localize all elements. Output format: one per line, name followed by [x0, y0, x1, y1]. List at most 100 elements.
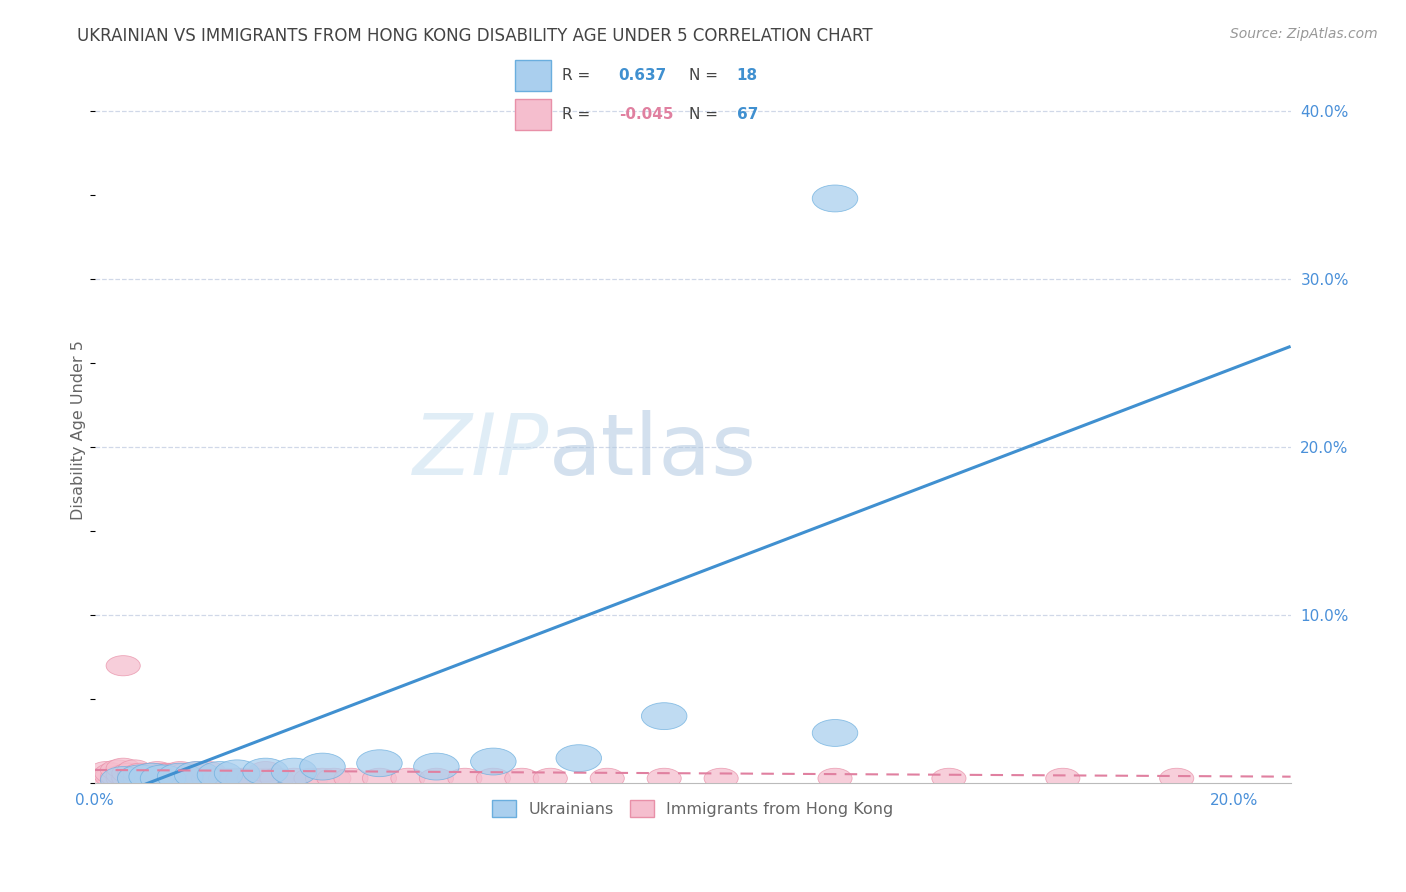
Ellipse shape: [118, 765, 152, 785]
Ellipse shape: [932, 768, 966, 789]
Ellipse shape: [647, 768, 682, 789]
Ellipse shape: [533, 768, 568, 789]
Ellipse shape: [477, 768, 510, 789]
Ellipse shape: [124, 768, 157, 789]
Ellipse shape: [591, 768, 624, 789]
Ellipse shape: [112, 764, 146, 783]
Legend: Ukrainians, Immigrants from Hong Kong: Ukrainians, Immigrants from Hong Kong: [484, 792, 901, 825]
Text: 18: 18: [737, 68, 758, 83]
Ellipse shape: [818, 768, 852, 789]
Text: atlas: atlas: [550, 410, 758, 493]
Ellipse shape: [226, 768, 260, 789]
Ellipse shape: [419, 768, 454, 789]
Ellipse shape: [135, 768, 169, 789]
Ellipse shape: [191, 768, 226, 789]
Text: -0.045: -0.045: [619, 107, 673, 122]
Ellipse shape: [249, 762, 283, 781]
Ellipse shape: [100, 760, 135, 780]
Ellipse shape: [105, 758, 141, 779]
Ellipse shape: [169, 768, 202, 789]
Ellipse shape: [471, 748, 516, 775]
Ellipse shape: [219, 768, 254, 789]
Ellipse shape: [413, 753, 460, 780]
Ellipse shape: [277, 768, 311, 789]
Ellipse shape: [124, 764, 157, 783]
Ellipse shape: [152, 764, 186, 783]
Ellipse shape: [299, 753, 346, 780]
Ellipse shape: [180, 768, 214, 789]
Ellipse shape: [118, 765, 163, 792]
Ellipse shape: [214, 760, 260, 787]
Ellipse shape: [305, 768, 340, 789]
Text: 0.637: 0.637: [619, 68, 666, 83]
Ellipse shape: [505, 768, 538, 789]
Ellipse shape: [243, 758, 288, 785]
Ellipse shape: [129, 768, 163, 789]
Ellipse shape: [180, 762, 214, 781]
Ellipse shape: [316, 768, 352, 789]
Ellipse shape: [363, 768, 396, 789]
Ellipse shape: [129, 765, 163, 785]
Ellipse shape: [129, 764, 174, 790]
Text: ZIP: ZIP: [413, 410, 550, 493]
Text: N =: N =: [689, 68, 718, 83]
Ellipse shape: [555, 745, 602, 772]
Ellipse shape: [105, 765, 141, 785]
Ellipse shape: [202, 768, 238, 789]
Ellipse shape: [89, 766, 124, 787]
Ellipse shape: [813, 720, 858, 747]
Ellipse shape: [197, 768, 232, 789]
Ellipse shape: [186, 768, 219, 789]
Ellipse shape: [191, 762, 226, 781]
Ellipse shape: [333, 768, 368, 789]
Text: N =: N =: [689, 107, 718, 122]
Ellipse shape: [238, 768, 271, 789]
Ellipse shape: [146, 764, 180, 783]
Ellipse shape: [294, 768, 328, 789]
Ellipse shape: [249, 768, 283, 789]
Ellipse shape: [141, 762, 174, 781]
Y-axis label: Disability Age Under 5: Disability Age Under 5: [72, 341, 86, 520]
Ellipse shape: [357, 750, 402, 777]
Ellipse shape: [174, 768, 208, 789]
Ellipse shape: [89, 762, 124, 781]
Ellipse shape: [105, 656, 141, 676]
Ellipse shape: [271, 758, 316, 785]
Ellipse shape: [105, 768, 141, 789]
Ellipse shape: [118, 760, 152, 780]
Ellipse shape: [447, 768, 482, 789]
Ellipse shape: [94, 766, 129, 787]
Ellipse shape: [163, 768, 197, 789]
Ellipse shape: [135, 764, 169, 783]
Text: Source: ZipAtlas.com: Source: ZipAtlas.com: [1230, 27, 1378, 41]
Ellipse shape: [1160, 768, 1194, 789]
Text: R =: R =: [562, 68, 591, 83]
Ellipse shape: [208, 768, 243, 789]
Ellipse shape: [813, 185, 858, 212]
Ellipse shape: [174, 762, 219, 789]
Ellipse shape: [100, 766, 135, 787]
Ellipse shape: [163, 762, 197, 781]
Ellipse shape: [157, 764, 191, 783]
Ellipse shape: [704, 768, 738, 789]
FancyBboxPatch shape: [515, 99, 551, 130]
Text: R =: R =: [562, 107, 591, 122]
Ellipse shape: [197, 762, 243, 789]
Ellipse shape: [100, 766, 146, 794]
Ellipse shape: [152, 768, 186, 789]
Ellipse shape: [118, 768, 152, 789]
Ellipse shape: [141, 765, 186, 792]
Ellipse shape: [260, 768, 294, 789]
Ellipse shape: [641, 703, 688, 730]
Ellipse shape: [1046, 768, 1080, 789]
Text: UKRAINIAN VS IMMIGRANTS FROM HONG KONG DISABILITY AGE UNDER 5 CORRELATION CHART: UKRAINIAN VS IMMIGRANTS FROM HONG KONG D…: [77, 27, 873, 45]
Text: 67: 67: [737, 107, 758, 122]
Ellipse shape: [112, 768, 146, 789]
Ellipse shape: [157, 764, 202, 790]
Ellipse shape: [391, 768, 425, 789]
FancyBboxPatch shape: [515, 61, 551, 91]
Ellipse shape: [157, 768, 191, 789]
Ellipse shape: [146, 768, 180, 789]
Ellipse shape: [141, 768, 174, 789]
Ellipse shape: [94, 764, 129, 783]
